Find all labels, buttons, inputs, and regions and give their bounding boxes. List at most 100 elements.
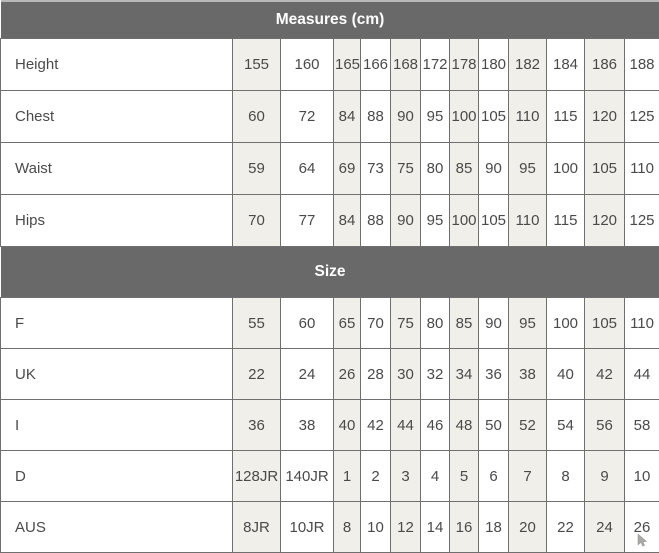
mouse-pointer-icon xyxy=(634,532,650,548)
section-header: Size xyxy=(1,247,659,298)
value-cell: 1 xyxy=(334,451,361,502)
value-cell: 40 xyxy=(334,400,361,451)
value-cell: 38 xyxy=(509,349,547,400)
value-cell: 95 xyxy=(509,298,547,349)
row-label: Hips xyxy=(1,195,233,247)
value-cell: 84 xyxy=(334,91,361,143)
value-cell: 54 xyxy=(547,400,585,451)
value-cell: 155 xyxy=(233,39,281,91)
value-cell: 22 xyxy=(547,502,585,553)
value-cell: 110 xyxy=(509,91,547,143)
value-cell: 14 xyxy=(421,502,450,553)
value-cell: 160 xyxy=(281,39,334,91)
value-cell: 100 xyxy=(547,298,585,349)
value-cell: 75 xyxy=(391,298,421,349)
value-cell: 52 xyxy=(509,400,547,451)
value-cell: 9 xyxy=(585,451,625,502)
value-cell: 40 xyxy=(547,349,585,400)
value-cell: 50 xyxy=(479,400,509,451)
row-label: AUS xyxy=(1,502,233,553)
value-cell: 48 xyxy=(450,400,479,451)
value-cell: 55 xyxy=(233,298,281,349)
value-cell: 80 xyxy=(421,298,450,349)
value-cell: 60 xyxy=(281,298,334,349)
value-cell: 184 xyxy=(547,39,585,91)
value-cell: 105 xyxy=(479,91,509,143)
value-cell: 165 xyxy=(334,39,361,91)
value-cell: 8 xyxy=(334,502,361,553)
value-cell: 115 xyxy=(547,91,585,143)
value-cell: 10 xyxy=(361,502,391,553)
value-cell: 22 xyxy=(233,349,281,400)
row-label: F xyxy=(1,298,233,349)
value-cell: 166 xyxy=(361,39,391,91)
row-label: I xyxy=(1,400,233,451)
value-cell: 8 xyxy=(547,451,585,502)
value-cell: 7 xyxy=(509,451,547,502)
value-cell: 18 xyxy=(479,502,509,553)
value-cell: 65 xyxy=(334,298,361,349)
value-cell: 36 xyxy=(479,349,509,400)
value-cell: 4 xyxy=(421,451,450,502)
value-cell: 120 xyxy=(585,195,625,247)
value-cell: 168 xyxy=(391,39,421,91)
value-cell: 178 xyxy=(450,39,479,91)
value-cell: 10 xyxy=(625,451,659,502)
value-cell: 72 xyxy=(281,91,334,143)
value-cell: 42 xyxy=(361,400,391,451)
value-cell: 100 xyxy=(450,195,479,247)
value-cell: 115 xyxy=(547,195,585,247)
value-cell: 95 xyxy=(421,195,450,247)
value-cell: 32 xyxy=(421,349,450,400)
value-cell: 44 xyxy=(625,349,659,400)
value-cell: 90 xyxy=(479,143,509,195)
value-cell: 140JR xyxy=(281,451,334,502)
value-cell: 64 xyxy=(281,143,334,195)
value-cell: 16 xyxy=(450,502,479,553)
value-cell: 110 xyxy=(509,195,547,247)
value-cell: 70 xyxy=(233,195,281,247)
value-cell: 88 xyxy=(361,91,391,143)
row-label: UK xyxy=(1,349,233,400)
section-header-row: Size xyxy=(1,247,659,298)
value-cell: 77 xyxy=(281,195,334,247)
value-cell: 36 xyxy=(233,400,281,451)
value-cell: 188 xyxy=(625,39,659,91)
value-cell: 85 xyxy=(450,143,479,195)
value-cell: 46 xyxy=(421,400,450,451)
value-cell: 90 xyxy=(391,195,421,247)
value-cell: 80 xyxy=(421,143,450,195)
value-cell: 100 xyxy=(450,91,479,143)
value-cell: 125 xyxy=(625,91,659,143)
value-cell: 24 xyxy=(585,502,625,553)
value-cell: 125 xyxy=(625,195,659,247)
value-cell: 38 xyxy=(281,400,334,451)
value-cell: 95 xyxy=(509,143,547,195)
row-label: D xyxy=(1,451,233,502)
value-cell: 110 xyxy=(625,143,659,195)
value-cell: 84 xyxy=(334,195,361,247)
value-cell: 56 xyxy=(585,400,625,451)
value-cell: 6 xyxy=(479,451,509,502)
value-cell: 90 xyxy=(391,91,421,143)
value-cell: 34 xyxy=(450,349,479,400)
value-cell: 69 xyxy=(334,143,361,195)
value-cell: 73 xyxy=(361,143,391,195)
value-cell: 95 xyxy=(421,91,450,143)
value-cell: 59 xyxy=(233,143,281,195)
value-cell: 10JR xyxy=(281,502,334,553)
value-cell: 105 xyxy=(585,298,625,349)
value-cell: 105 xyxy=(479,195,509,247)
value-cell: 90 xyxy=(479,298,509,349)
value-cell: 8JR xyxy=(233,502,281,553)
value-cell: 28 xyxy=(361,349,391,400)
